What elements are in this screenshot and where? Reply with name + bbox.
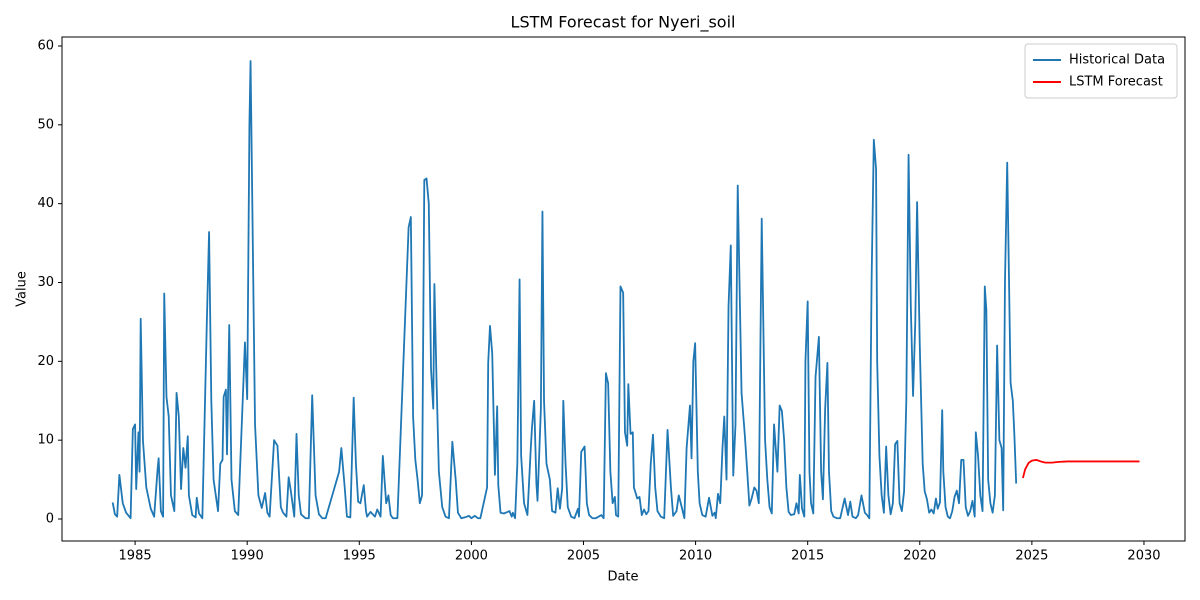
y-tick-label: 60 — [37, 38, 54, 53]
chart-title: LSTM Forecast for Nyeri_soil — [511, 13, 736, 33]
x-tick-label: 2010 — [679, 549, 712, 564]
x-tick-label: 1985 — [119, 549, 152, 564]
legend-label: Historical Data — [1069, 53, 1165, 68]
x-tick-label: 2025 — [1015, 549, 1048, 564]
plot-frame — [61, 36, 1186, 542]
x-axis-label: Date — [607, 570, 638, 585]
series-line — [1022, 458, 1140, 479]
y-axis-label: Value — [15, 271, 30, 307]
x-tick-label: 2015 — [791, 549, 824, 564]
y-tick-label: 40 — [37, 196, 54, 211]
x-tick-label: 1990 — [231, 549, 264, 564]
legend-box — [1024, 43, 1178, 99]
y-tick-label: 20 — [37, 354, 54, 369]
y-tick-label: 10 — [37, 433, 54, 448]
x-tick-label: 2000 — [455, 549, 488, 564]
x-tick-label: 1995 — [343, 549, 376, 564]
y-tick-label: 50 — [37, 117, 54, 132]
x-tick-label: 2030 — [1127, 549, 1160, 564]
x-tick-label: 2020 — [903, 549, 936, 564]
series-line — [111, 60, 1018, 520]
y-tick-label: 0 — [46, 512, 54, 527]
x-tick-label: 2005 — [567, 549, 600, 564]
y-tick-label: 30 — [37, 275, 54, 290]
legend-label: LSTM Forecast — [1069, 75, 1163, 90]
